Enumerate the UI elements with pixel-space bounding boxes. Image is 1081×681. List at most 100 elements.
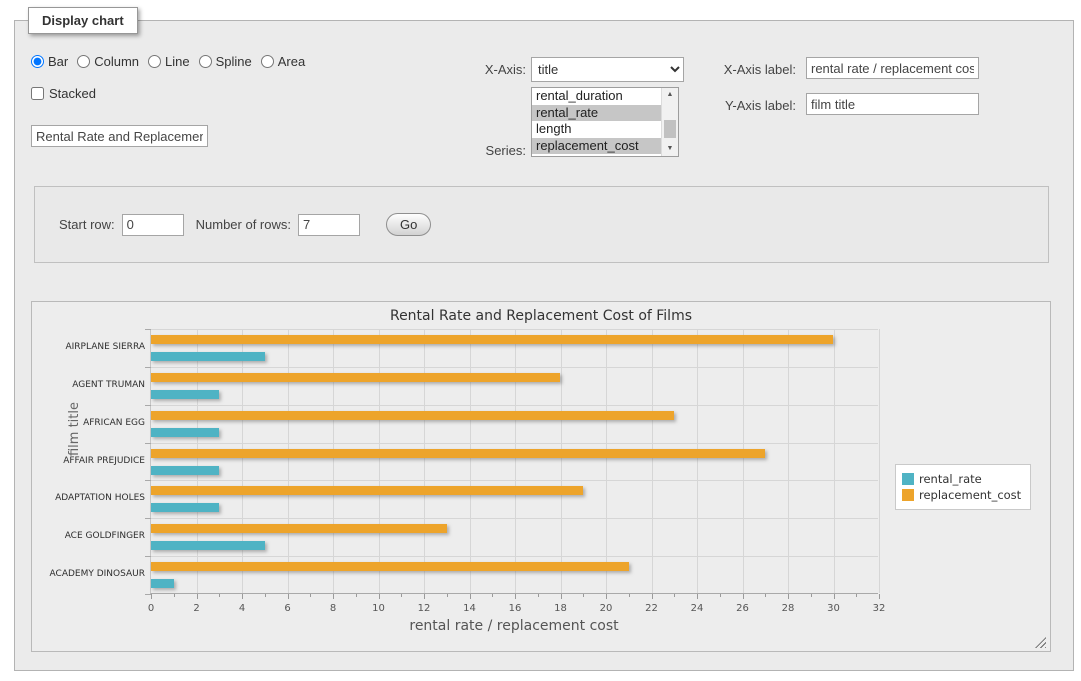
x-axis-tick [515,594,516,599]
bar-replacement_cost[interactable] [151,335,833,344]
num-rows-input[interactable] [298,214,360,236]
x-axis-tick [606,594,607,599]
series-list-label: Series: [436,143,526,158]
x-axis-tick [720,594,721,597]
bar-rental_rate[interactable] [151,390,219,399]
x-axis-tick [333,594,334,599]
gridline-horizontal [151,367,878,368]
resize-grip-icon[interactable] [1035,637,1046,648]
scrollbar-thumb[interactable] [664,120,676,138]
series-option-replacement_cost[interactable]: replacement_cost [532,138,661,155]
x-axis-label-input[interactable] [806,57,979,79]
chart-title-input[interactable] [31,125,208,147]
x-axis-tick [151,594,152,599]
bar-replacement_cost[interactable] [151,486,583,495]
gridline-vertical [561,329,562,593]
y-axis-tick [145,367,151,368]
legend-label: replacement_cost [919,488,1021,502]
bar-replacement_cost[interactable] [151,562,629,571]
bar-rental_rate[interactable] [151,503,219,512]
x-axis-tick [174,594,175,597]
category-label: AGENT TRUMAN [35,380,145,390]
radio-column[interactable] [77,55,90,68]
radio-line[interactable] [148,55,161,68]
radio-label-area: Area [278,54,305,69]
x-tick-label: 18 [554,603,567,614]
gridline-vertical [879,329,880,593]
radio-spline[interactable] [199,55,212,68]
plot-area: AIRPLANE SIERRAAGENT TRUMANAFRICAN EGGAF… [150,329,878,594]
go-button[interactable]: Go [386,213,431,236]
x-axis-tick [674,594,675,597]
x-axis-tick [879,594,880,599]
bar-replacement_cost[interactable] [151,524,447,533]
x-tick-label: 0 [148,603,154,614]
radio-bar[interactable] [31,55,44,68]
legend-swatch-icon [902,473,914,485]
bar-rental_rate[interactable] [151,466,219,475]
bar-rental_rate[interactable] [151,579,174,588]
series-option-length[interactable]: length [532,121,661,138]
gridline-vertical [424,329,425,593]
y-axis-tick [145,556,151,557]
scrollbar-up-arrow-icon[interactable]: ▲ [662,88,678,102]
bar-rental_rate[interactable] [151,352,265,361]
gridline-vertical [652,329,653,593]
scrollbar-down-arrow-icon[interactable]: ▼ [662,142,678,156]
radio-label-bar: Bar [48,54,68,69]
radio-item-spline: Spline [199,54,252,69]
bar-rental_rate[interactable] [151,428,219,437]
radio-label-line: Line [165,54,190,69]
gridline-vertical [197,329,198,593]
legend-label: rental_rate [919,472,982,486]
x-axis-tick [788,594,789,599]
bar-replacement_cost[interactable] [151,411,674,420]
stacked-row: Stacked [31,86,96,101]
x-tick-label: 16 [509,603,522,614]
category-label: AFRICAN EGG [35,418,145,428]
x-axis-tick [811,594,812,597]
y-axis-title: film title [67,402,82,456]
category-label: ACE GOLDFINGER [35,531,145,541]
chart-legend: rental_rate replacement_cost [895,464,1031,510]
x-axis-tick [197,594,198,599]
legend-item-rental_rate[interactable]: rental_rate [902,472,1021,486]
x-tick-label: 30 [827,603,840,614]
series-option-rental_duration[interactable]: rental_duration [532,88,661,105]
x-axis-tick [219,594,220,597]
x-tick-label: 14 [463,603,476,614]
radio-item-area: Area [261,54,305,69]
x-tick-label: 8 [330,603,336,614]
x-axis-tick [765,594,766,597]
x-axis-tick [310,594,311,597]
x-axis-title: rental rate / replacement cost [150,618,878,634]
x-axis-tick [401,594,402,597]
category-label: ADAPTATION HOLES [35,493,145,503]
series-multiselect[interactable]: rental_durationrental_ratelengthreplacem… [531,87,679,157]
bar-replacement_cost[interactable] [151,449,765,458]
x-axis-tick [379,594,380,599]
y-axis-label-input[interactable] [806,93,979,115]
gridline-vertical [606,329,607,593]
series-option-rental_rate[interactable]: rental_rate [532,105,661,122]
legend-item-replacement_cost[interactable]: replacement_cost [902,488,1021,502]
x-tick-label: 28 [782,603,795,614]
x-tick-label: 4 [239,603,245,614]
start-row-input[interactable] [122,214,184,236]
x-tick-label: 12 [418,603,431,614]
bar-rental_rate[interactable] [151,541,265,550]
x-tick-label: 6 [284,603,290,614]
x-axis-tick [470,594,471,599]
gridline-horizontal [151,405,878,406]
bar-replacement_cost[interactable] [151,373,560,382]
category-label: AFFAIR PREJUDICE [35,456,145,466]
gridline-horizontal [151,329,878,330]
gridline-horizontal [151,443,878,444]
series-options: rental_durationrental_ratelengthreplacem… [532,88,661,154]
stacked-checkbox[interactable] [31,87,44,100]
series-scrollbar[interactable]: ▲ ▼ [661,88,678,156]
radio-area[interactable] [261,55,274,68]
x-axis-select[interactable]: title [531,57,684,82]
x-axis-tick [356,594,357,597]
x-tick-label: 26 [736,603,749,614]
